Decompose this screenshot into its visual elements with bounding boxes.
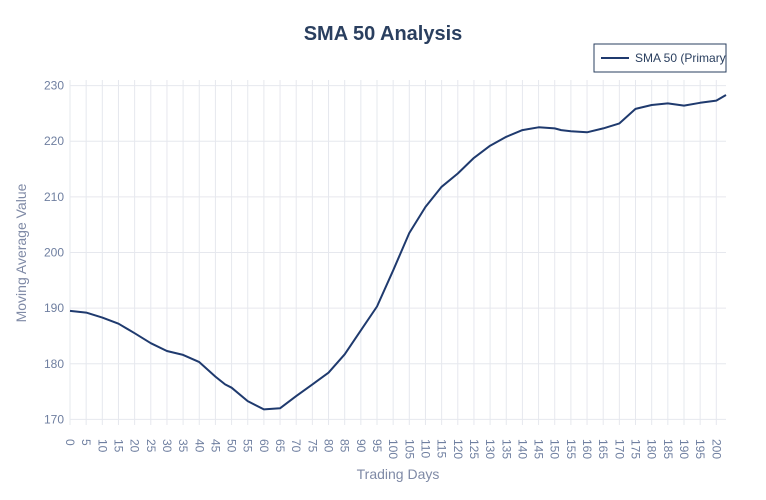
- x-tick-label: 80: [322, 439, 336, 453]
- x-tick-label: 115: [435, 439, 449, 458]
- x-tick-label: 150: [548, 439, 562, 459]
- x-tick-label: 185: [661, 439, 675, 459]
- x-tick-label: 90: [354, 439, 368, 453]
- x-tick-label: 55: [241, 439, 255, 453]
- x-tick-label: 110: [418, 439, 432, 458]
- y-axis-title: Moving Average Value: [13, 183, 29, 322]
- x-tick-label: 160: [580, 439, 594, 459]
- x-tick-labels: 0 5 10 15 20 25 30 35 40 45 50 55 60 65 70 75 80 85 90 95 10…: [63, 439, 723, 459]
- series-line: [69, 94, 727, 411]
- x-tick-label: 95: [370, 439, 384, 453]
- legend[interactable]: SMA 50 (Primary: [593, 43, 727, 73]
- y-tick-label: 210: [44, 190, 64, 204]
- x-tick-label: 0: [63, 439, 77, 446]
- x-tick-label: 200: [709, 439, 723, 459]
- x-tick-label: 5: [79, 439, 93, 446]
- x-tick-label: 10: [95, 439, 109, 453]
- x-tick-label: 25: [144, 439, 158, 453]
- x-tick-label: 190: [677, 439, 691, 459]
- x-tick-label: 35: [176, 439, 190, 453]
- x-tick-label: 180: [645, 439, 659, 459]
- x-tick-label: 85: [338, 439, 352, 453]
- x-tick-label: 60: [257, 439, 271, 453]
- y-tick-label: 190: [44, 301, 64, 315]
- x-tick-label: 40: [192, 439, 206, 453]
- x-tick-label: 125: [467, 439, 481, 459]
- x-tick-label: 50: [225, 439, 239, 453]
- x-tick-label: 145: [532, 439, 546, 459]
- x-tick-label: 70: [289, 439, 303, 453]
- y-tick-label: 200: [44, 246, 64, 260]
- x-tick-label: 195: [693, 439, 707, 459]
- x-tick-label: 45: [208, 439, 222, 453]
- x-tick-label: 175: [629, 439, 643, 459]
- chart-title: SMA 50 Analysis: [304, 23, 463, 45]
- x-axis-title: Trading Days: [357, 466, 440, 482]
- x-tick-label: 30: [160, 439, 174, 453]
- y-tick-label: 180: [44, 357, 64, 371]
- x-tick-label: 120: [451, 439, 465, 459]
- x-tick-label: 130: [483, 439, 497, 459]
- grid: [69, 80, 726, 425]
- x-tick-label: 140: [515, 439, 529, 459]
- y-tick-label: 170: [44, 412, 64, 426]
- x-tick-label: 165: [596, 439, 610, 459]
- x-tick-label: 100: [386, 439, 400, 459]
- legend-label: SMA 50 (Primary: [635, 51, 726, 65]
- x-tick-label: 20: [128, 439, 142, 453]
- x-tick-label: 105: [402, 439, 416, 459]
- x-tick-label: 75: [305, 439, 319, 453]
- x-tick-label: 65: [273, 439, 287, 453]
- x-tick-label: 170: [612, 439, 626, 459]
- x-tick-label: 135: [499, 439, 513, 459]
- y-tick-labels: 170 180 190 200 210 220 230: [44, 79, 64, 427]
- x-tick-label: 155: [564, 439, 578, 459]
- x-tick-label: 15: [111, 439, 125, 453]
- y-tick-label: 230: [44, 79, 64, 93]
- y-tick-label: 220: [44, 134, 64, 148]
